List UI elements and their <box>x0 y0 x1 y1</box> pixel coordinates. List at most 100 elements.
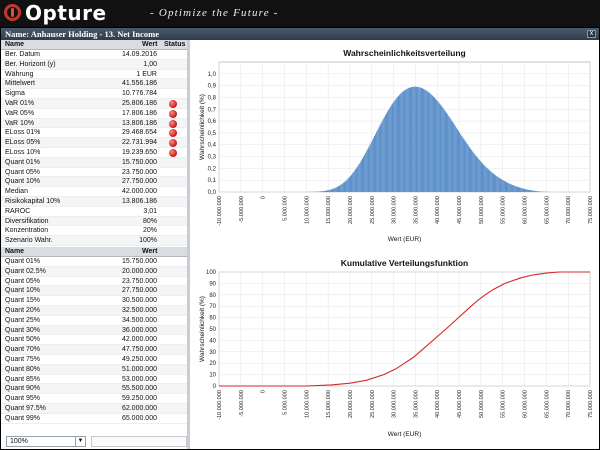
table-row[interactable]: Quant 97.5% 62.000.000 <box>1 403 187 414</box>
histogram-bar <box>504 181 506 192</box>
close-button[interactable]: x <box>587 30 596 38</box>
histogram-bar <box>327 190 329 192</box>
x-tick-label: 55.000.000 <box>501 196 507 224</box>
histogram-bar <box>416 86 418 192</box>
table-row[interactable]: RAROC 3,01 <box>1 206 187 217</box>
row-name: Quant 05% <box>5 277 41 285</box>
histogram-bar <box>352 173 354 192</box>
histogram-bar <box>393 101 395 192</box>
table-row[interactable]: Quant 01% 15.750.000 <box>1 257 187 267</box>
table-row[interactable]: Quant 15% 30.500.000 <box>1 296 187 306</box>
vertical-splitter[interactable] <box>187 40 190 449</box>
histogram-bar <box>505 182 508 192</box>
table-row[interactable]: Quant 25% 34.500.000 <box>1 315 187 326</box>
histogram-bar <box>361 158 364 192</box>
row-name: Quant 10% <box>5 287 41 295</box>
table-row[interactable]: Quant 85% 53.000.000 <box>1 374 187 385</box>
histogram-bar <box>519 187 521 192</box>
column-header-name[interactable]: Name <box>5 41 25 48</box>
table-row[interactable]: Quant 50% 42.000.000 <box>1 335 187 346</box>
row-name: RAROC <box>5 207 31 215</box>
histogram-bar <box>495 175 497 192</box>
histogram-bar <box>525 189 527 192</box>
quantile-table-body: Quant 01% 15.750.000 Quant 02.5% 20.000.000… <box>1 257 187 424</box>
histogram-bar <box>509 183 511 192</box>
table-row[interactable]: ELoss 01% 29.468.654 <box>1 128 187 139</box>
status-red-icon <box>169 148 177 157</box>
row-value: 49.250.000 <box>121 355 157 363</box>
table-row[interactable]: Währung 1 EUR <box>1 69 187 80</box>
histogram-bar <box>394 99 396 192</box>
table-row[interactable]: Diversifikation 80% <box>1 216 187 227</box>
table-row[interactable]: Quant 05% 23.750.000 <box>1 276 187 287</box>
table-row[interactable]: Sigma 10.776.784 <box>1 89 187 99</box>
table-row[interactable]: Quant 10% 27.750.000 <box>1 286 187 297</box>
table-row[interactable]: Median 42.000.000 <box>1 187 187 197</box>
row-name: Quant 75% <box>5 355 41 363</box>
histogram-bar <box>418 87 420 192</box>
table-row[interactable]: Quant 05% 23.750.000 <box>1 167 187 178</box>
row-value: 65.000.000 <box>121 414 157 422</box>
table-row[interactable]: ELoss 10% 19.239.650 <box>1 147 187 158</box>
y-tick-label: 40 <box>209 338 216 344</box>
table-row[interactable]: VaR 05% 17.806.186 <box>1 108 187 119</box>
x-tick-label: 70.000.000 <box>566 196 572 224</box>
row-name: Risikokapital 10% <box>5 197 61 205</box>
histogram-bar <box>430 94 432 192</box>
column-header-value[interactable]: Wert <box>142 41 158 48</box>
table-row[interactable]: Mittelwert 41.556.186 <box>1 79 187 90</box>
table-row[interactable]: ELoss 05% 22.731.994 <box>1 138 187 148</box>
table-row[interactable]: Quant 02.5% 20.000.000 <box>1 266 187 277</box>
row-value: 30.500.000 <box>121 297 157 305</box>
table-row[interactable]: Quant 30% 36.000.000 <box>1 325 187 336</box>
table-row[interactable]: Quant 95% 59.250.000 <box>1 394 187 404</box>
table-row[interactable]: Quant 70% 47.750.000 <box>1 345 187 355</box>
table-row[interactable]: Quant 99% 65.000.000 <box>1 413 187 424</box>
histogram-bar <box>533 190 535 192</box>
table-row[interactable]: Risikokapital 10% 13.806.186 <box>1 196 187 207</box>
y-tick-label: 70 <box>209 304 216 310</box>
table-row[interactable]: Quant 20% 32.500.000 <box>1 305 187 316</box>
histogram-bar <box>376 131 378 192</box>
table-row[interactable]: Ber. Datum 14.09.2016 <box>1 50 187 60</box>
table-row[interactable]: Ber. Horizont (y) 1,00 <box>1 59 187 70</box>
histogram-bar <box>464 140 466 192</box>
histogram-bar <box>463 139 465 192</box>
column-header-value[interactable]: Wert <box>142 248 158 255</box>
row-name: Quant 85% <box>5 375 41 383</box>
table-row[interactable]: Szenario Wahr. 100% <box>1 236 187 246</box>
histogram-bar <box>378 127 380 192</box>
histogram-bar <box>500 179 502 192</box>
x-tick-label: 0 <box>261 390 267 393</box>
histogram-bar <box>387 111 389 192</box>
row-name: VaR 10% <box>5 119 35 127</box>
row-name: Szenario Wahr. <box>5 237 53 245</box>
table-row[interactable]: Quant 01% 15.750.000 <box>1 157 187 168</box>
x-tick-label: 50.000.000 <box>479 196 485 224</box>
opture-logo-icon <box>4 4 21 21</box>
table-row[interactable]: VaR 01% 25.806.186 <box>1 98 187 109</box>
zoom-select[interactable]: 100% ▼ <box>6 436 86 447</box>
table-row[interactable]: Quant 10% 27.750.000 <box>1 177 187 188</box>
histogram-bar <box>355 168 357 192</box>
histogram-bar <box>358 163 360 192</box>
y-tick-label: 60 <box>209 316 216 322</box>
table-row[interactable]: Quant 90% 55.500.000 <box>1 384 187 395</box>
histogram-bar <box>353 171 355 192</box>
row-name: Sigma <box>5 90 25 98</box>
histogram-bar <box>496 176 498 192</box>
histogram-bar <box>514 185 516 192</box>
histogram-bar <box>364 154 366 192</box>
chevron-down-icon[interactable]: ▼ <box>75 437 85 446</box>
table-row[interactable]: Konzentration 20% <box>1 226 187 237</box>
row-value: 62.000.000 <box>121 404 157 412</box>
histogram-bar <box>443 109 445 192</box>
table-row[interactable]: VaR 10% 13.806.186 <box>1 118 187 129</box>
histogram-bar <box>478 159 480 192</box>
column-header-status[interactable]: Status <box>164 41 186 48</box>
column-header-name[interactable]: Name <box>5 248 25 255</box>
histogram-bar <box>367 148 369 192</box>
table-row[interactable]: Quant 80% 51.000.000 <box>1 364 187 375</box>
table-row[interactable]: Quant 75% 49.250.000 <box>1 354 187 365</box>
histogram-bar <box>365 152 367 192</box>
